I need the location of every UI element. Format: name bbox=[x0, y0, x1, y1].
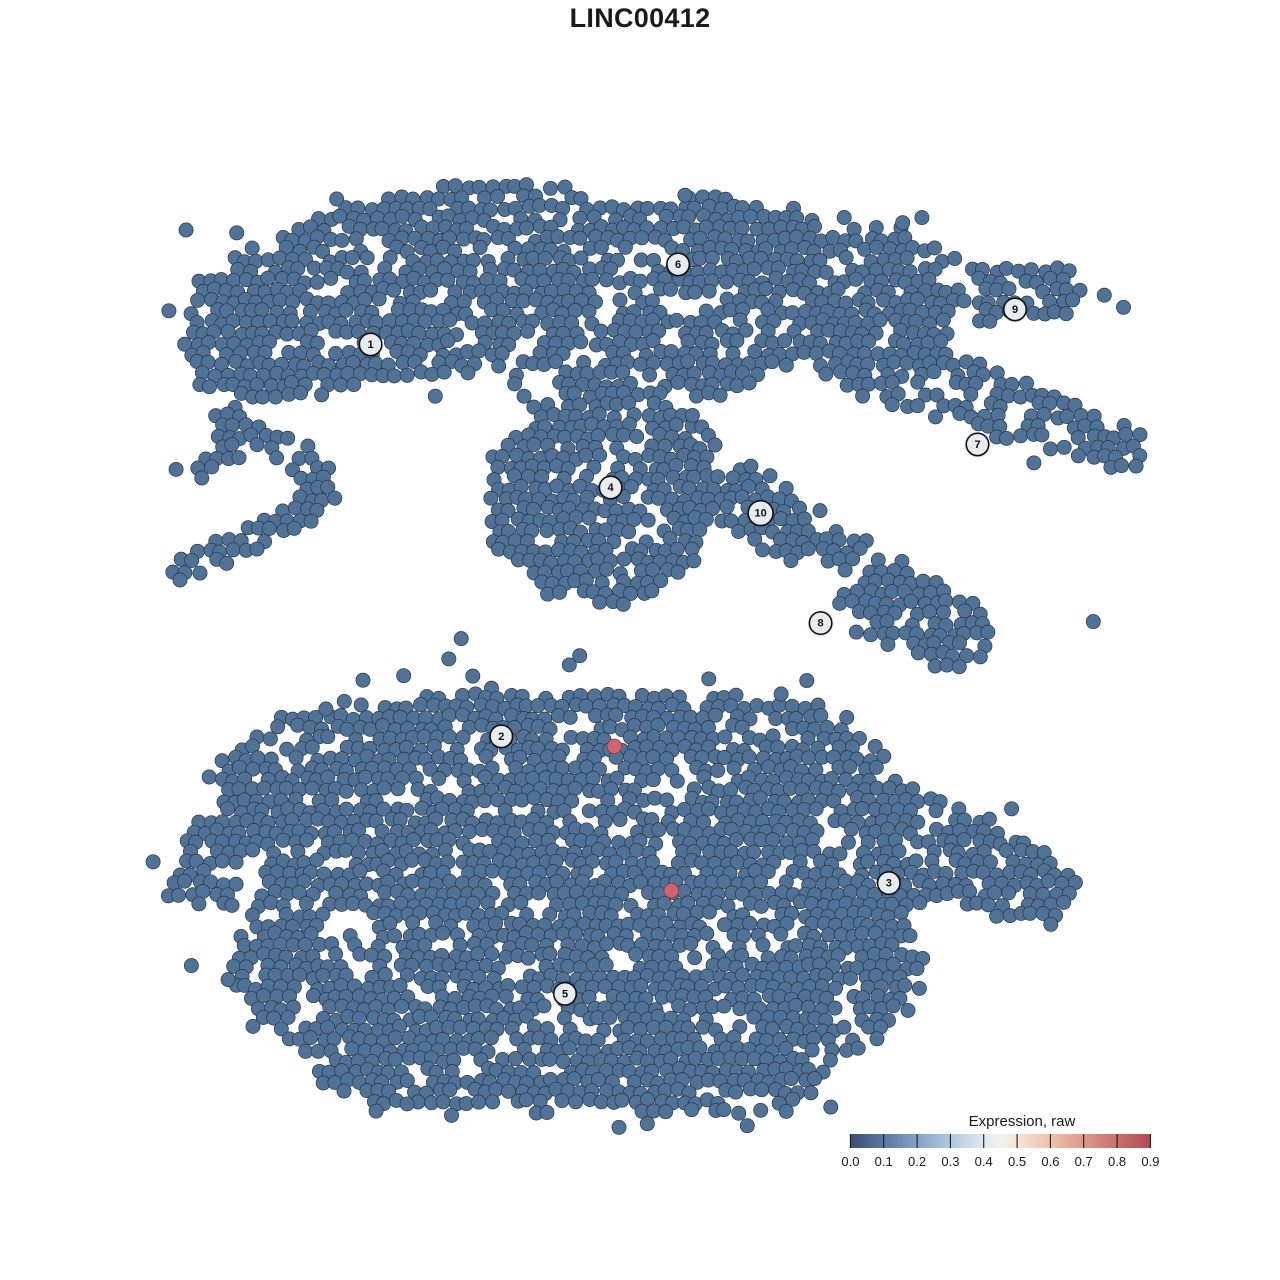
svg-text:1: 1 bbox=[368, 339, 374, 351]
svg-text:0.8: 0.8 bbox=[1108, 1154, 1126, 1169]
svg-text:0.0: 0.0 bbox=[841, 1154, 859, 1169]
svg-text:0.5: 0.5 bbox=[1008, 1154, 1026, 1169]
svg-text:4: 4 bbox=[608, 482, 615, 494]
svg-text:2: 2 bbox=[498, 731, 504, 743]
svg-text:0.1: 0.1 bbox=[875, 1154, 893, 1169]
svg-text:Expression, raw: Expression, raw bbox=[969, 1113, 1076, 1130]
svg-text:0.7: 0.7 bbox=[1075, 1154, 1093, 1169]
svg-text:10: 10 bbox=[754, 508, 766, 520]
svg-text:0.9: 0.9 bbox=[1141, 1154, 1159, 1169]
svg-text:0.6: 0.6 bbox=[1041, 1154, 1059, 1169]
svg-text:0.4: 0.4 bbox=[975, 1154, 993, 1169]
svg-text:3: 3 bbox=[886, 878, 892, 890]
svg-text:9: 9 bbox=[1012, 304, 1018, 316]
svg-text:7: 7 bbox=[974, 439, 980, 451]
svg-text:0.3: 0.3 bbox=[941, 1154, 959, 1169]
svg-text:5: 5 bbox=[562, 988, 568, 1000]
svg-text:8: 8 bbox=[818, 618, 824, 630]
svg-text:0.2: 0.2 bbox=[908, 1154, 926, 1169]
svg-text:6: 6 bbox=[675, 259, 681, 271]
